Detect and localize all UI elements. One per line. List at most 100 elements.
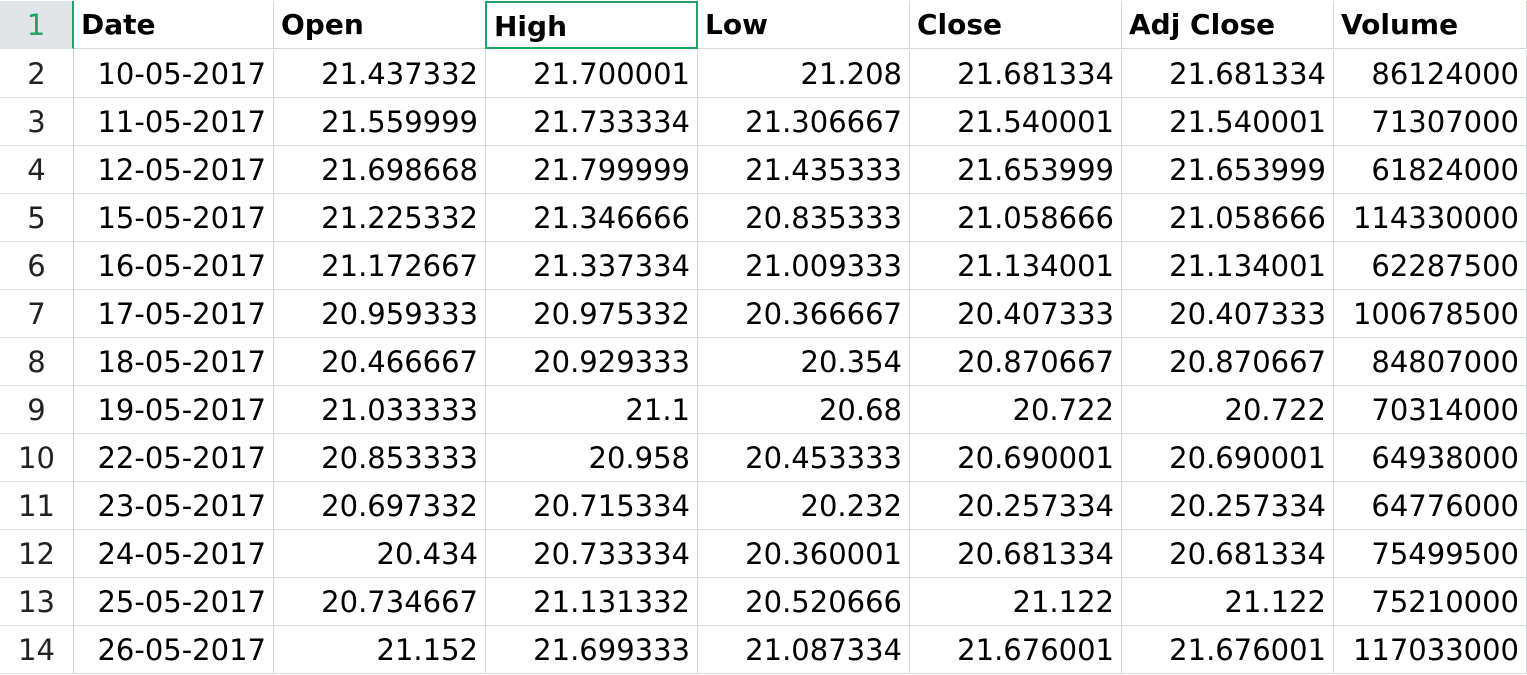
header-cell-open[interactable]: Open: [274, 1, 486, 49]
cell-volume[interactable]: 61824000: [1334, 146, 1527, 194]
cell-date[interactable]: 10-05-2017: [74, 50, 274, 98]
cell-open[interactable]: 20.853333: [274, 434, 486, 482]
cell-date[interactable]: 25-05-2017: [74, 578, 274, 626]
row-header[interactable]: 4: [0, 146, 74, 194]
row-header[interactable]: 13: [0, 578, 74, 626]
header-cell-high-selected[interactable]: High: [485, 1, 698, 49]
cell-adj-close[interactable]: 21.122: [1122, 578, 1334, 626]
cell-open[interactable]: 20.466667: [274, 338, 486, 386]
cell-volume[interactable]: 117033000: [1334, 626, 1527, 674]
cell-volume[interactable]: 62287500: [1334, 242, 1527, 290]
cell-open[interactable]: 20.959333: [274, 290, 486, 338]
cell-high[interactable]: 21.346666: [486, 194, 698, 242]
cell-high[interactable]: 21.699333: [486, 626, 698, 674]
cell-date[interactable]: 12-05-2017: [74, 146, 274, 194]
cell-adj-close[interactable]: 21.134001: [1122, 242, 1334, 290]
cell-close[interactable]: 20.870667: [910, 338, 1122, 386]
cell-low[interactable]: 21.009333: [698, 242, 910, 290]
cell-close[interactable]: 21.681334: [910, 50, 1122, 98]
cell-adj-close[interactable]: 20.722: [1122, 386, 1334, 434]
row-header[interactable]: 7: [0, 290, 74, 338]
cell-low[interactable]: 20.360001: [698, 530, 910, 578]
cell-volume[interactable]: 100678500: [1334, 290, 1527, 338]
cell-low[interactable]: 20.520666: [698, 578, 910, 626]
cell-adj-close[interactable]: 20.681334: [1122, 530, 1334, 578]
cell-adj-close[interactable]: 20.257334: [1122, 482, 1334, 530]
cell-date[interactable]: 22-05-2017: [74, 434, 274, 482]
cell-close[interactable]: 20.407333: [910, 290, 1122, 338]
cell-high[interactable]: 21.700001: [486, 50, 698, 98]
cell-adj-close[interactable]: 20.870667: [1122, 338, 1334, 386]
header-cell-date[interactable]: Date: [74, 1, 274, 49]
cell-volume[interactable]: 64938000: [1334, 434, 1527, 482]
cell-open[interactable]: 21.172667: [274, 242, 486, 290]
cell-volume[interactable]: 75499500: [1334, 530, 1527, 578]
cell-date[interactable]: 11-05-2017: [74, 98, 274, 146]
cell-low[interactable]: 20.354: [698, 338, 910, 386]
cell-adj-close[interactable]: 21.676001: [1122, 626, 1334, 674]
cell-close[interactable]: 20.690001: [910, 434, 1122, 482]
cell-date[interactable]: 16-05-2017: [74, 242, 274, 290]
cell-low[interactable]: 20.68: [698, 386, 910, 434]
cell-high[interactable]: 21.1: [486, 386, 698, 434]
cell-close[interactable]: 21.540001: [910, 98, 1122, 146]
cell-close[interactable]: 20.681334: [910, 530, 1122, 578]
row-header[interactable]: 11: [0, 482, 74, 530]
cell-date[interactable]: 24-05-2017: [74, 530, 274, 578]
cell-close[interactable]: 21.058666: [910, 194, 1122, 242]
cell-high[interactable]: 20.715334: [486, 482, 698, 530]
cell-close[interactable]: 21.122: [910, 578, 1122, 626]
cell-close[interactable]: 21.676001: [910, 626, 1122, 674]
cell-adj-close[interactable]: 21.058666: [1122, 194, 1334, 242]
cell-open[interactable]: 21.152: [274, 626, 486, 674]
cell-date[interactable]: 17-05-2017: [74, 290, 274, 338]
cell-date[interactable]: 19-05-2017: [74, 386, 274, 434]
cell-volume[interactable]: 71307000: [1334, 98, 1527, 146]
row-header[interactable]: 14: [0, 626, 74, 674]
cell-open[interactable]: 20.434: [274, 530, 486, 578]
cell-volume[interactable]: 64776000: [1334, 482, 1527, 530]
row-header-1[interactable]: 1: [0, 1, 74, 49]
row-header[interactable]: 8: [0, 338, 74, 386]
row-header[interactable]: 5: [0, 194, 74, 242]
cell-close[interactable]: 21.134001: [910, 242, 1122, 290]
cell-low[interactable]: 21.306667: [698, 98, 910, 146]
row-header[interactable]: 3: [0, 98, 74, 146]
header-cell-volume[interactable]: Volume: [1334, 1, 1527, 49]
cell-adj-close[interactable]: 21.653999: [1122, 146, 1334, 194]
cell-open[interactable]: 21.698668: [274, 146, 486, 194]
row-header[interactable]: 2: [0, 50, 74, 98]
cell-adj-close[interactable]: 20.690001: [1122, 434, 1334, 482]
cell-adj-close[interactable]: 21.681334: [1122, 50, 1334, 98]
cell-open[interactable]: 20.734667: [274, 578, 486, 626]
cell-high[interactable]: 20.929333: [486, 338, 698, 386]
cell-date[interactable]: 26-05-2017: [74, 626, 274, 674]
cell-volume[interactable]: 86124000: [1334, 50, 1527, 98]
row-header[interactable]: 9: [0, 386, 74, 434]
cell-low[interactable]: 20.835333: [698, 194, 910, 242]
cell-low[interactable]: 21.435333: [698, 146, 910, 194]
cell-volume[interactable]: 75210000: [1334, 578, 1527, 626]
cell-high[interactable]: 21.337334: [486, 242, 698, 290]
cell-open[interactable]: 21.033333: [274, 386, 486, 434]
cell-date[interactable]: 18-05-2017: [74, 338, 274, 386]
header-cell-close[interactable]: Close: [910, 1, 1122, 49]
cell-low[interactable]: 20.453333: [698, 434, 910, 482]
cell-low[interactable]: 21.087334: [698, 626, 910, 674]
cell-close[interactable]: 21.653999: [910, 146, 1122, 194]
cell-volume[interactable]: 70314000: [1334, 386, 1527, 434]
cell-adj-close[interactable]: 21.540001: [1122, 98, 1334, 146]
header-cell-low[interactable]: Low: [698, 1, 910, 49]
cell-open[interactable]: 21.225332: [274, 194, 486, 242]
row-header[interactable]: 12: [0, 530, 74, 578]
cell-close[interactable]: 20.257334: [910, 482, 1122, 530]
cell-high[interactable]: 21.799999: [486, 146, 698, 194]
cell-date[interactable]: 15-05-2017: [74, 194, 274, 242]
row-header[interactable]: 6: [0, 242, 74, 290]
cell-open[interactable]: 21.437332: [274, 50, 486, 98]
cell-high[interactable]: 20.958: [486, 434, 698, 482]
cell-high[interactable]: 20.733334: [486, 530, 698, 578]
cell-date[interactable]: 23-05-2017: [74, 482, 274, 530]
cell-close[interactable]: 20.722: [910, 386, 1122, 434]
